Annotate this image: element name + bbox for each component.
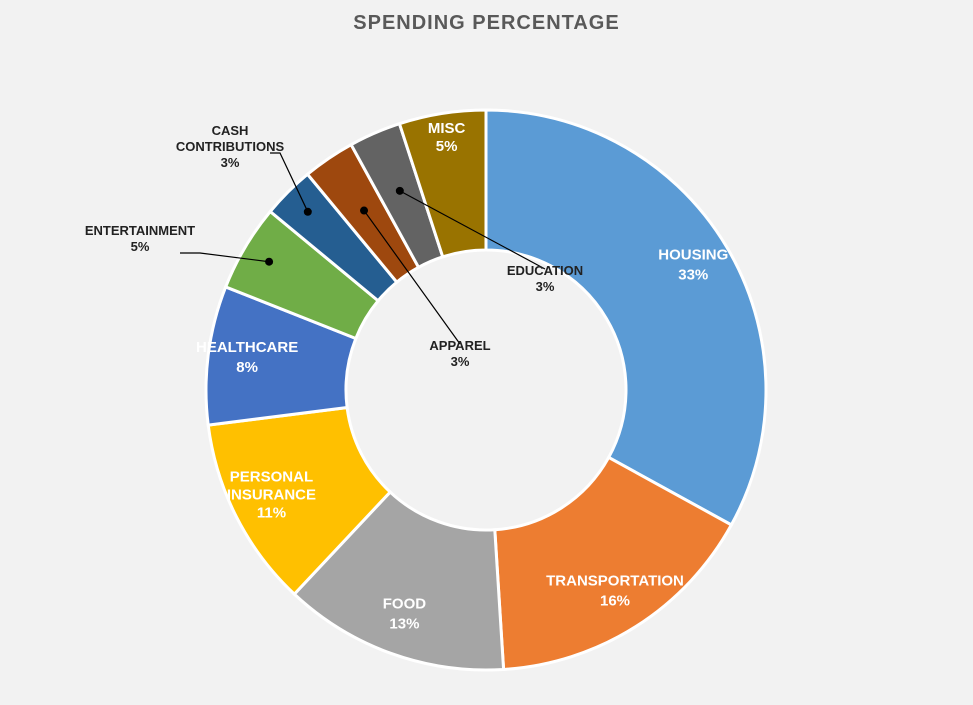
donut-chart: HOUSING33%TRANSPORTATION16%FOOD13%PERSON…: [0, 0, 973, 705]
slice-housing: [486, 110, 766, 525]
chart-container: SPENDING PERCENTAGE HOUSING33%TRANSPORTA…: [0, 0, 973, 705]
slice-label-apparel: APPAREL3%: [429, 338, 490, 369]
chart-title: SPENDING PERCENTAGE: [0, 12, 973, 35]
slice-label-cash-contributions: CASHCONTRIBUTIONS3%: [176, 123, 285, 170]
slice-label-entertainment: ENTERTAINMENT5%: [85, 223, 195, 254]
